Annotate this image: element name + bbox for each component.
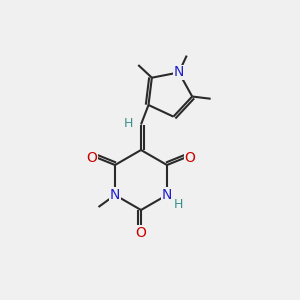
Text: N: N xyxy=(110,188,120,202)
Text: O: O xyxy=(136,226,146,240)
Text: O: O xyxy=(184,151,196,164)
Text: O: O xyxy=(86,151,98,164)
Text: N: N xyxy=(162,188,172,202)
Text: H: H xyxy=(174,198,183,211)
Text: N: N xyxy=(174,65,184,80)
Text: H: H xyxy=(124,116,133,130)
